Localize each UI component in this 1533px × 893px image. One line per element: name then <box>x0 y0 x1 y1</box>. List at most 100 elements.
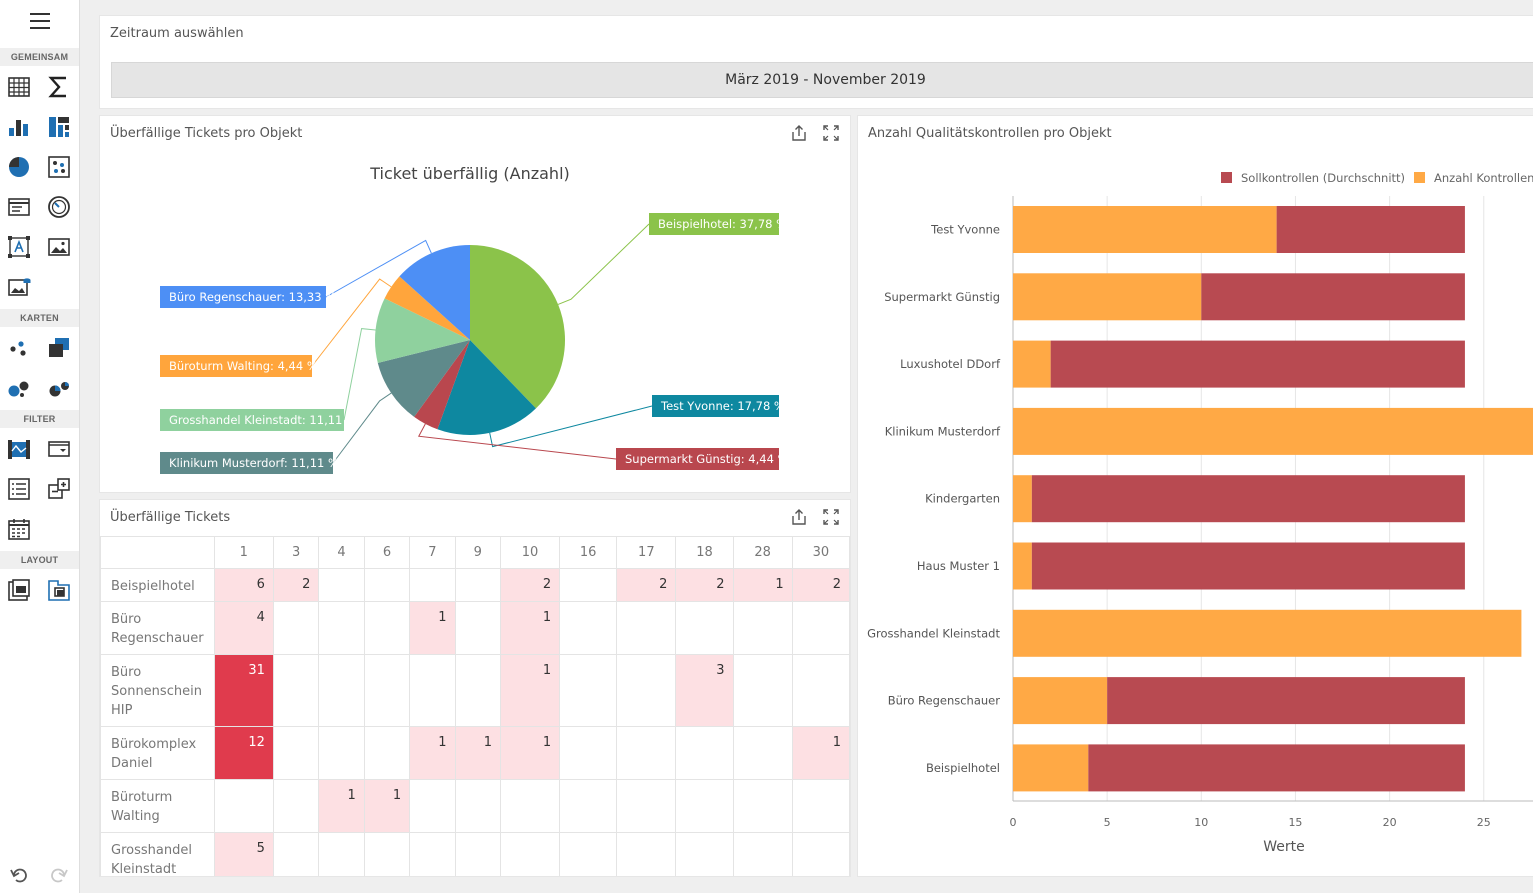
sigma-icon[interactable] <box>47 75 71 99</box>
export-icon[interactable] <box>790 508 808 526</box>
table-cell[interactable] <box>675 726 734 780</box>
table-cell[interactable] <box>454 654 501 727</box>
table-cell[interactable] <box>409 568 456 602</box>
maximize-icon[interactable] <box>822 508 840 526</box>
pie-slice[interactable] <box>384 276 470 340</box>
table-cell[interactable]: 2 <box>272 568 320 602</box>
table-cell[interactable] <box>616 779 677 833</box>
table-cell[interactable] <box>732 601 793 655</box>
table-cell[interactable] <box>559 832 618 876</box>
table-cell[interactable] <box>454 601 501 655</box>
table-cell[interactable]: 5 <box>213 832 274 876</box>
hamburger-menu-icon[interactable] <box>30 13 50 29</box>
column-header-cell[interactable]: 16 <box>559 536 618 569</box>
table-cell[interactable] <box>499 779 561 833</box>
row-header-cell[interactable]: Büro Sonnenschein HIP <box>100 654 215 727</box>
table-cell[interactable]: 31 <box>213 654 274 727</box>
table-cell[interactable] <box>409 779 456 833</box>
table-cell[interactable] <box>675 601 734 655</box>
maximize-icon[interactable] <box>822 124 840 142</box>
column-header-cell[interactable]: 3 <box>272 536 320 569</box>
pie-slice[interactable] <box>399 245 470 340</box>
table-cell[interactable]: 1 <box>499 654 561 727</box>
bar-segment[interactable] <box>1013 677 1108 725</box>
undo-icon[interactable] <box>9 866 29 884</box>
table-cell[interactable] <box>272 601 320 655</box>
row-header-cell[interactable]: Grosshandel Kleinstadt <box>100 832 215 876</box>
table-cell[interactable] <box>363 568 411 602</box>
date-filter-icon[interactable] <box>7 517 31 541</box>
table-cell[interactable] <box>732 832 793 876</box>
table-cell[interactable] <box>318 726 365 780</box>
bar-segment[interactable] <box>1013 744 1089 792</box>
bar-segment[interactable] <box>1031 475 1465 523</box>
table-cell[interactable]: 6 <box>213 568 274 602</box>
pie-chart-icon[interactable] <box>7 155 31 179</box>
column-header-cell[interactable]: 1 <box>213 536 274 569</box>
column-header-cell[interactable]: 18 <box>675 536 734 569</box>
table-cell[interactable]: 1 <box>499 726 561 780</box>
table-cell[interactable] <box>616 654 677 727</box>
pie-slice[interactable] <box>470 245 566 409</box>
gauge-icon[interactable] <box>47 195 71 219</box>
table-cell[interactable] <box>213 779 274 833</box>
table-cell[interactable]: 3 <box>675 654 734 727</box>
legend-item-label[interactable]: Anzahl Kontrollen ( <box>1434 171 1533 185</box>
column-header-cell[interactable]: 7 <box>409 536 456 569</box>
tab-container-icon[interactable] <box>47 578 71 602</box>
table-cell[interactable]: 1 <box>791 726 850 780</box>
grid-icon[interactable] <box>7 75 31 99</box>
table-cell[interactable] <box>318 601 365 655</box>
export-icon[interactable] <box>790 124 808 142</box>
range-selector[interactable]: März 2019 - November 2019 <box>111 62 1533 98</box>
card-icon[interactable] <box>7 195 31 219</box>
column-header-cell[interactable]: 9 <box>454 536 501 569</box>
table-cell[interactable] <box>791 832 850 876</box>
treemap-icon[interactable] <box>47 115 71 139</box>
column-header-cell[interactable]: 17 <box>616 536 677 569</box>
table-cell[interactable]: 2 <box>791 568 850 602</box>
table-cell[interactable] <box>409 832 456 876</box>
table-cell[interactable]: 1 <box>363 779 411 833</box>
table-cell[interactable] <box>791 601 850 655</box>
table-cell[interactable] <box>454 568 501 602</box>
table-cell[interactable]: 1 <box>318 779 365 833</box>
scatter-card-icon[interactable] <box>47 155 71 179</box>
choropleth-icon[interactable] <box>47 336 71 360</box>
table-cell[interactable] <box>454 779 501 833</box>
table-cell[interactable] <box>318 568 365 602</box>
pie-slice[interactable] <box>414 340 470 430</box>
table-cell[interactable]: 1 <box>732 568 793 602</box>
pie-map-icon[interactable] <box>47 376 71 400</box>
bound-image-icon[interactable] <box>7 275 31 299</box>
pie-slice[interactable] <box>375 298 470 363</box>
text-box-icon[interactable] <box>7 235 31 259</box>
table-cell[interactable] <box>409 654 456 727</box>
table-cell[interactable]: 1 <box>499 601 561 655</box>
column-header-cell[interactable]: 28 <box>732 536 793 569</box>
table-cell[interactable] <box>675 779 734 833</box>
table-cell[interactable] <box>559 779 618 833</box>
table-cell[interactable] <box>272 832 320 876</box>
table-cell[interactable]: 1 <box>409 726 456 780</box>
bar-segment[interactable] <box>1088 744 1465 792</box>
table-cell[interactable] <box>318 654 365 727</box>
table-cell[interactable] <box>616 832 677 876</box>
table-cell[interactable] <box>675 832 734 876</box>
bar-segment[interactable] <box>1013 340 1051 388</box>
table-cell[interactable]: 4 <box>213 601 274 655</box>
bar-segment[interactable] <box>1013 206 1277 253</box>
table-cell[interactable]: 2 <box>616 568 677 602</box>
bar-segment[interactable] <box>1276 206 1465 253</box>
table-cell[interactable]: 1 <box>409 601 456 655</box>
table-cell[interactable] <box>732 654 793 727</box>
table-cell[interactable] <box>791 654 850 727</box>
bar-segment[interactable] <box>1013 609 1522 657</box>
bar-segment[interactable] <box>1013 475 1032 523</box>
column-header-cell[interactable]: 4 <box>318 536 365 569</box>
table-cell[interactable] <box>616 601 677 655</box>
bar-segment[interactable] <box>1013 273 1202 321</box>
column-header-cell[interactable]: 6 <box>363 536 411 569</box>
table-cell[interactable] <box>559 726 618 780</box>
legend-item-label[interactable]: Sollkontrollen (Durchschnitt) <box>1241 171 1405 185</box>
